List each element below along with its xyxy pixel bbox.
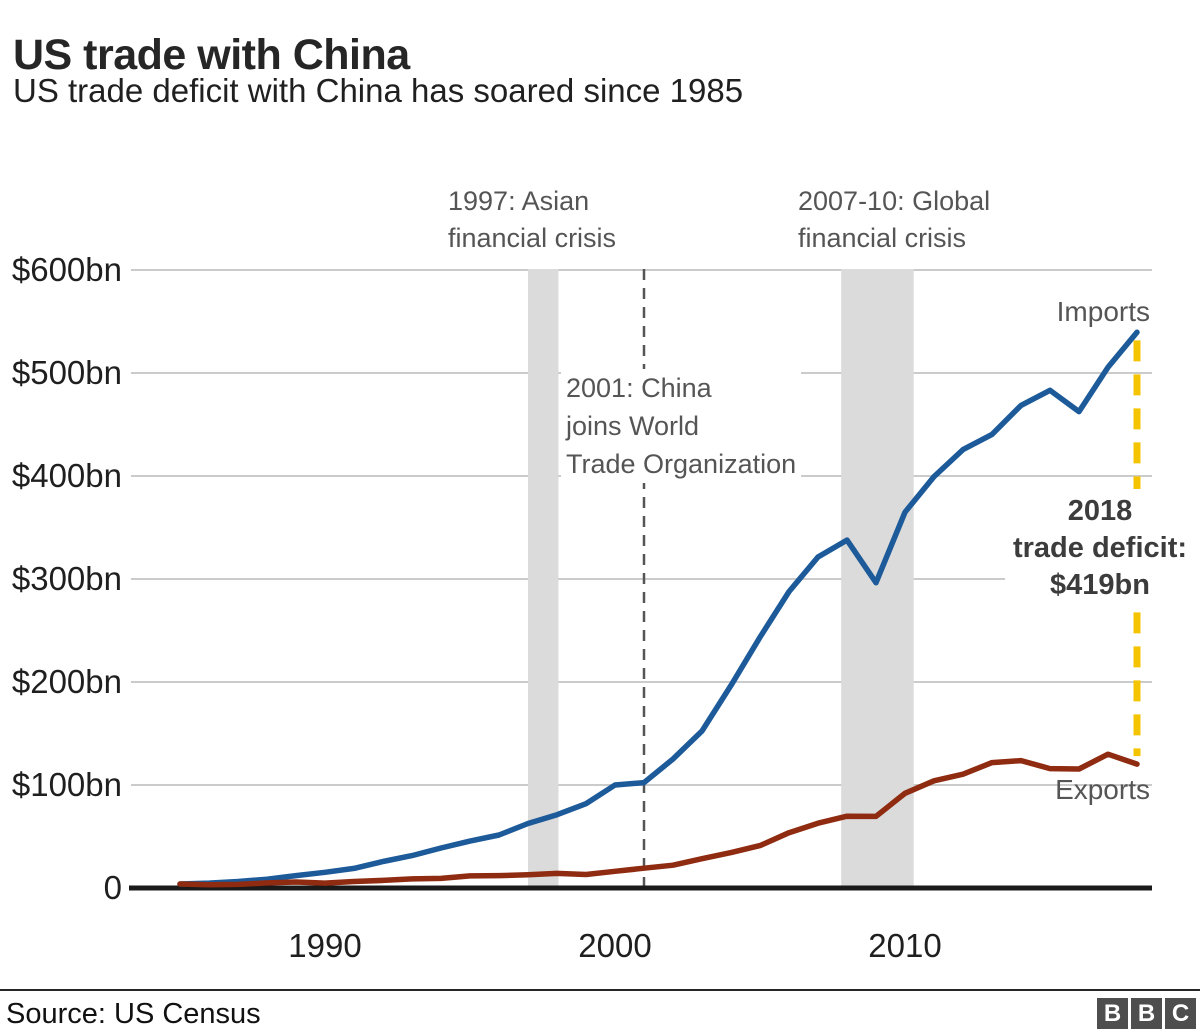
y-tick-label: 0 [103, 869, 122, 906]
bbc-logo-block: B [1097, 998, 1128, 1029]
x-tick-label: 2000 [578, 927, 652, 964]
y-tick-label: $500bn [11, 354, 122, 391]
crisis-band [528, 269, 559, 888]
y-tick-label: $100bn [11, 766, 122, 803]
source-credit: Source: US Census [6, 998, 261, 1030]
bbc-logo-block: B [1131, 998, 1162, 1029]
y-tick-label: $600bn [11, 251, 122, 288]
y-tick-label: $300bn [11, 560, 122, 597]
imports-line-label: Imports [1056, 296, 1150, 327]
exports-line-label: Exports [1055, 774, 1150, 805]
y-tick-label: $200bn [11, 663, 122, 700]
annotation-2001-wto: 2001: China joins World Trade Organizati… [561, 369, 802, 483]
annotation-2007-global-crisis: 2007-10: Global financial crisis [798, 186, 991, 253]
annotation-2018-deficit: 2018 trade deficit: $419bn [1005, 489, 1195, 608]
footer: Source: US Census B B C [0, 989, 1200, 1033]
bbc-logo: B B C [1097, 998, 1196, 1029]
bbc-logo-block: C [1165, 998, 1196, 1029]
x-tick-label: 2010 [868, 927, 942, 964]
chart-subtitle: US trade deficit with China has soared s… [13, 72, 744, 109]
exports-line [177, 751, 1140, 888]
x-tick-label: 1990 [288, 927, 362, 964]
chart-title: US trade with China [13, 30, 410, 79]
imports-line [177, 329, 1140, 887]
y-tick-label: $400bn [11, 457, 122, 494]
annotation-1997-asian-crisis: 1997: Asian financial crisis [448, 186, 617, 253]
